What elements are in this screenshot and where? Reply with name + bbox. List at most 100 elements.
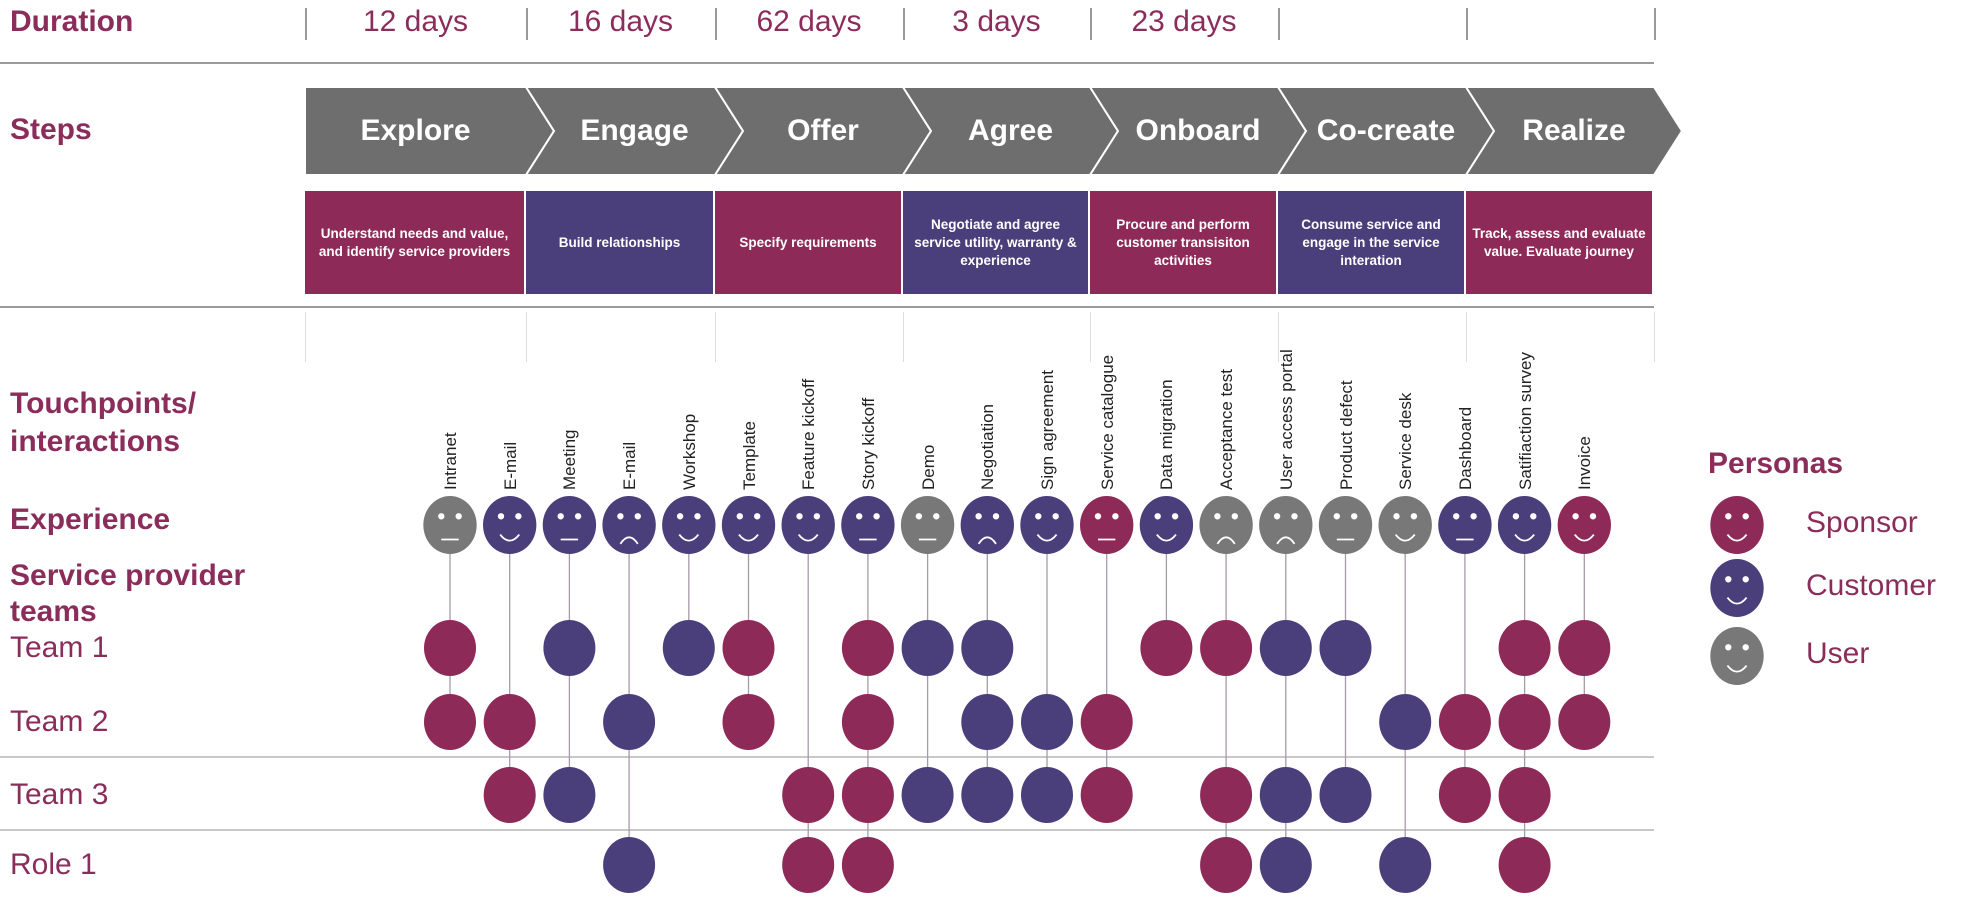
step-description: Consume service and engage in the servic…: [1278, 191, 1466, 294]
touchpoint-label: Sign agreement: [1038, 369, 1057, 490]
persona-user-label: User: [1806, 637, 1870, 670]
duration-value: 16 days: [567, 5, 674, 38]
happy-mouth: [1156, 533, 1177, 542]
duration-separator: [903, 8, 905, 40]
team-row-divider: [0, 829, 1654, 831]
step-label: Explore: [360, 114, 471, 147]
team-dot-sponsor: [841, 694, 894, 750]
team-dot-sponsor: [1140, 620, 1193, 676]
experience-face-happy-icon: [1378, 496, 1432, 554]
happy-mouth: [1574, 533, 1595, 542]
team-dot-sponsor: [782, 837, 835, 893]
team-dot-sponsor: [424, 620, 476, 676]
team-label: Team 2: [10, 705, 109, 738]
team-dot-customer: [1379, 837, 1432, 893]
touchpoint-separator: [1090, 312, 1091, 362]
touchpoint-label: Invoice: [1575, 436, 1595, 490]
team-label: Team 1: [10, 631, 109, 664]
experience-face-sad-icon: [1259, 496, 1313, 554]
team-dot-sponsor: [1558, 694, 1611, 750]
happy-mouth: [738, 533, 759, 542]
touchpoint-label: E-mail: [500, 441, 520, 490]
touchpoint-label: Product defect: [1336, 380, 1356, 490]
duration-value: 3 days: [952, 5, 1041, 38]
touchpoint-label: Feature kickoff: [799, 378, 819, 490]
experience-face-sad-icon: [1199, 496, 1253, 554]
touchpoint-label: Negotiation: [978, 403, 998, 490]
touchpoint-label: Satifiaction survey: [1515, 352, 1535, 490]
team-dot-customer: [961, 694, 1014, 750]
team-dot-customer: [1021, 767, 1073, 823]
experience-face-neutral-icon: [1438, 496, 1492, 554]
team-dot-customer: [901, 767, 954, 823]
experience-face-neutral-icon: [900, 496, 955, 554]
sad-mouth: [1216, 536, 1236, 545]
team-dot-sponsor: [1558, 620, 1611, 676]
happy-mouth: [1394, 533, 1416, 542]
duration-separator: [715, 8, 717, 40]
persona-customer-label: Customer: [1806, 569, 1937, 602]
step-description: Track, assess and evaluate value. Evalua…: [1466, 191, 1654, 294]
touchpoint-label: Story kickoff: [858, 397, 878, 490]
team-dot-customer: [961, 620, 1014, 676]
experience-face-happy-icon: [483, 496, 537, 554]
team-dot-sponsor: [841, 837, 894, 893]
duration-separator: [526, 8, 528, 40]
step-description: Specify requirements: [715, 191, 903, 294]
team-dot-sponsor: [722, 620, 775, 676]
touchpoint-label: Dashboard: [1455, 406, 1475, 490]
duration-separator: [1278, 8, 1280, 40]
happy-mouth: [1726, 596, 1748, 605]
sad-mouth: [619, 536, 639, 545]
team-dot-sponsor: [424, 694, 476, 750]
team-dot-sponsor: [1498, 620, 1551, 676]
duration-label: Duration: [10, 5, 134, 38]
experience-face-happy-icon: [1139, 496, 1194, 554]
happy-mouth: [678, 533, 700, 542]
experience-face-neutral-icon: [1080, 496, 1134, 554]
persona-sponsor-label: Sponsor: [1806, 506, 1918, 539]
touchpoint-label: User access portal: [1276, 349, 1296, 490]
touchpoint-label: Meeting: [560, 429, 580, 490]
teams-label-line2: teams: [10, 595, 97, 628]
step-description: Build relationships: [526, 191, 715, 294]
team-dot-customer: [1021, 694, 1073, 750]
duration-divider: [0, 62, 1654, 64]
touchpoint-label: Template: [739, 421, 759, 490]
duration-value: 62 days: [756, 5, 862, 38]
duration-separator: [305, 8, 307, 40]
touchpoint-label: Data migration: [1157, 379, 1177, 490]
touchpoint-separator: [305, 312, 306, 362]
touchpoint-separator: [1278, 312, 1279, 362]
step-description: Negotiate and agree service utility, war…: [903, 191, 1090, 294]
experience-face-neutral-icon: [841, 496, 895, 554]
touchpoint-separator: [715, 312, 716, 362]
step-label: Agree: [967, 114, 1054, 147]
teams-label-line1: Service provider: [10, 559, 246, 592]
team-dot-sponsor: [782, 767, 835, 823]
team-dot-sponsor: [1200, 837, 1253, 893]
experience-face-happy-icon: [781, 496, 835, 554]
team-label: Team 3: [10, 778, 109, 811]
touchpoint-separator: [526, 312, 527, 362]
experience-face-sad-icon: [602, 496, 656, 554]
team-dot-sponsor: [722, 694, 775, 750]
team-dot-customer: [603, 694, 656, 750]
experience-face-happy-icon: [662, 496, 716, 554]
team-dot-sponsor: [1498, 767, 1551, 823]
team-dot-sponsor: [1438, 767, 1491, 823]
team-dot-sponsor: [1200, 767, 1253, 823]
touchpoint-label: Acceptance test: [1217, 369, 1237, 490]
happy-mouth: [1036, 533, 1058, 542]
experience-face-happy-icon: [721, 496, 776, 554]
touchpoint-label: Workshop: [679, 413, 699, 490]
team-dot-customer: [662, 620, 715, 676]
team-dot-customer: [1259, 837, 1312, 893]
team-dot-sponsor: [483, 767, 536, 823]
step-description: Procure and perform customer transisiton…: [1090, 191, 1278, 294]
experience-face-neutral-icon: [423, 496, 477, 554]
team-dot-customer: [901, 620, 954, 676]
team-dot-customer: [1319, 620, 1372, 676]
duration-value: 12 days: [362, 5, 469, 38]
step-label: Offer: [787, 114, 859, 147]
